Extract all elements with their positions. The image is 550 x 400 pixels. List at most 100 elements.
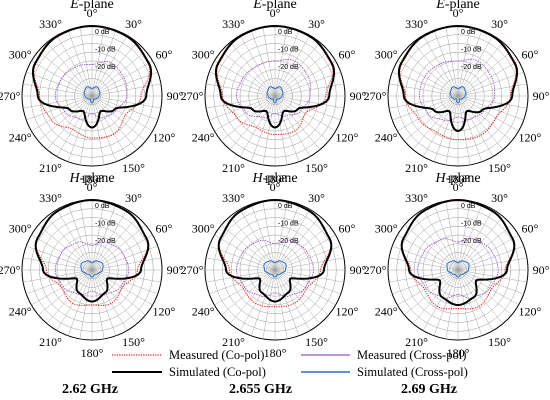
angle-tick-label: 270° (364, 263, 387, 277)
angle-tick-label: 90° (350, 263, 367, 277)
grid-spoke (46, 216, 93, 271)
angle-tick-label: 330° (405, 17, 428, 31)
grid-spoke (457, 234, 519, 271)
legend: Measured (Co-pol) Measured (Cross-pol) S… (112, 348, 468, 379)
angle-tick-label: 210° (39, 335, 62, 349)
polar-plot-6: 0° 30° 60° 90° 120° 150° 180° 210° 240° 270° 300° 3… (364, 171, 550, 360)
angle-tick-label: 240° (375, 305, 398, 319)
radial-tick-label: 0 dB (278, 29, 293, 36)
grid-spoke (67, 30, 93, 97)
grid-spoke (433, 269, 459, 336)
grid-spoke (274, 35, 311, 97)
angle-tick-label: 270° (0, 89, 21, 103)
grid-spoke (67, 95, 93, 162)
grid-spoke (67, 269, 93, 336)
angle-tick-label: 180° (81, 346, 104, 360)
grid-spoke (91, 201, 105, 271)
grid-spoke (250, 30, 276, 97)
radial-tick-label: -10 dB (461, 221, 482, 228)
grid-spoke (274, 95, 300, 162)
grid-spoke (274, 216, 321, 271)
grid-spoke (274, 269, 329, 316)
grid-spoke (433, 204, 459, 271)
series-simulated-cross-pol (266, 86, 284, 104)
angle-tick-label: 180° (447, 172, 470, 186)
grid-spoke (79, 27, 93, 97)
angle-tick-label: 330° (39, 191, 62, 205)
grid-spoke (91, 269, 105, 339)
grid-spoke (23, 95, 93, 109)
angle-tick-label: 0° (453, 6, 464, 20)
plane-title: H-plane (68, 171, 114, 186)
angle-tick-label: 210° (222, 335, 245, 349)
angle-tick-label: 150° (122, 335, 145, 349)
angle-tick-label: 30° (125, 191, 142, 205)
angle-tick-label: 120° (518, 305, 541, 319)
grid-spoke (91, 216, 138, 271)
angle-tick-label: 30° (491, 17, 508, 31)
series-simulated-cross-pol (83, 86, 101, 104)
grid-spoke (457, 95, 504, 150)
grid-spoke (221, 269, 276, 316)
grid-spoke (91, 269, 128, 331)
grid-spoke (457, 35, 494, 97)
angle-tick-label: 240° (9, 305, 32, 319)
grid-spoke (221, 50, 276, 97)
grid-spoke (274, 95, 321, 150)
angle-tick-label: 60° (521, 48, 538, 62)
angle-tick-label: 240° (192, 305, 215, 319)
grid-spoke (412, 42, 459, 97)
grid-spoke (274, 204, 300, 271)
angle-tick-label: 30° (308, 17, 325, 31)
grid-spoke (229, 42, 276, 97)
grid-spoke (457, 257, 527, 271)
radial-tick-label: -20 dB (461, 64, 482, 71)
grid-spoke (274, 234, 336, 271)
radial-tick-label: -20 dB (278, 64, 299, 71)
legend-label-simulated-cross: Simulated (Cross-pol) (357, 365, 468, 379)
angle-tick-label: 150° (305, 161, 328, 175)
grid-spoke (274, 257, 344, 271)
grid-spoke (239, 95, 276, 157)
grid-spoke (91, 83, 161, 97)
grid-spoke (262, 201, 276, 271)
angle-tick-label: 30° (491, 191, 508, 205)
grid-spoke (412, 216, 459, 271)
angle-tick-label: 300° (375, 222, 398, 236)
frequency-label-2: 2.655 GHz (229, 382, 292, 397)
grid-spoke (250, 269, 276, 336)
angle-tick-label: 0° (270, 180, 281, 194)
angle-tick-label: 300° (375, 48, 398, 62)
grid-spoke (209, 269, 276, 295)
grid-spoke (445, 201, 459, 271)
radial-tick-label: -10 dB (95, 47, 116, 54)
angle-tick-label: 240° (9, 131, 32, 145)
grid-spoke (274, 95, 288, 165)
grid-spoke (422, 35, 459, 97)
grid-spoke (209, 71, 276, 97)
grid-spoke (91, 95, 138, 150)
polar-plot-2: 0° 30° 60° 90° 120° 150° 180° 210° 240° 270° 300° 3… (181, 0, 367, 186)
radial-tick-label: 0 dB (461, 203, 476, 210)
grid-spoke (91, 257, 161, 271)
angle-tick-label: 240° (375, 131, 398, 145)
series-measured-co-pol (33, 25, 151, 139)
legend-label-measured-cross: Measured (Cross-pol) (357, 348, 466, 362)
angle-tick-label: 180° (264, 346, 287, 360)
grid-spoke (457, 95, 512, 142)
grid-spoke (457, 50, 512, 97)
grid-spoke (206, 83, 276, 97)
grid-spoke (206, 269, 276, 283)
angle-tick-label: 0° (87, 180, 98, 194)
grid-spoke (229, 216, 276, 271)
grid-spoke (38, 269, 93, 316)
angle-tick-label: 150° (122, 161, 145, 175)
angle-tick-label: 330° (405, 191, 428, 205)
grid-spoke (26, 71, 93, 97)
grid-spoke (389, 83, 459, 97)
grid-spoke (274, 95, 344, 109)
grid-spoke (56, 95, 93, 157)
grid-spoke (457, 83, 527, 97)
grid-spoke (31, 95, 93, 132)
angle-tick-label: 270° (0, 263, 21, 277)
